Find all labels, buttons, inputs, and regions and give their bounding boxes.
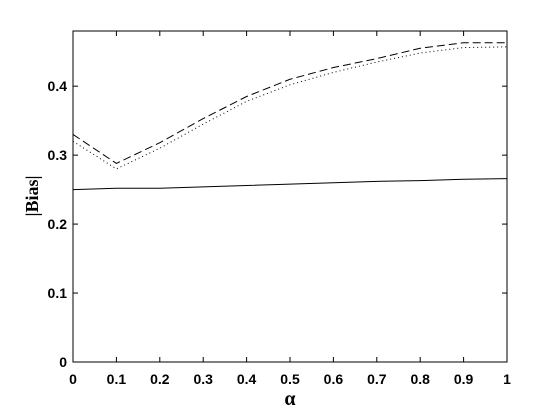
y-tick-label: 0.1 [48, 285, 68, 301]
y-axis-label: |Bias| [22, 176, 42, 217]
x-tick-label: 0.5 [280, 371, 300, 387]
x-tick-label: 0.3 [193, 371, 213, 387]
x-tick-label: 0.8 [410, 371, 430, 387]
x-tick-label: 0 [69, 371, 77, 387]
axes-box [72, 30, 508, 363]
y-tick-label: 0 [59, 354, 67, 370]
y-tick-label: 0.2 [48, 216, 68, 232]
y-tick-label: 0.3 [48, 147, 68, 163]
x-tick-label: 0.2 [150, 371, 170, 387]
x-tick-label: 1 [503, 371, 511, 387]
x-tick-label: 0.7 [367, 371, 387, 387]
x-axis-label: α [284, 388, 295, 410]
series-line [72, 46, 508, 170]
x-tick-label: 0.6 [324, 371, 344, 387]
series-line [72, 178, 508, 191]
series-line [72, 42, 507, 164]
y-tick-label: 0.4 [48, 78, 68, 94]
x-tick-label: 0.1 [107, 371, 127, 387]
x-tick-label: 0.4 [237, 371, 257, 387]
x-tick-label: 0.9 [454, 371, 474, 387]
